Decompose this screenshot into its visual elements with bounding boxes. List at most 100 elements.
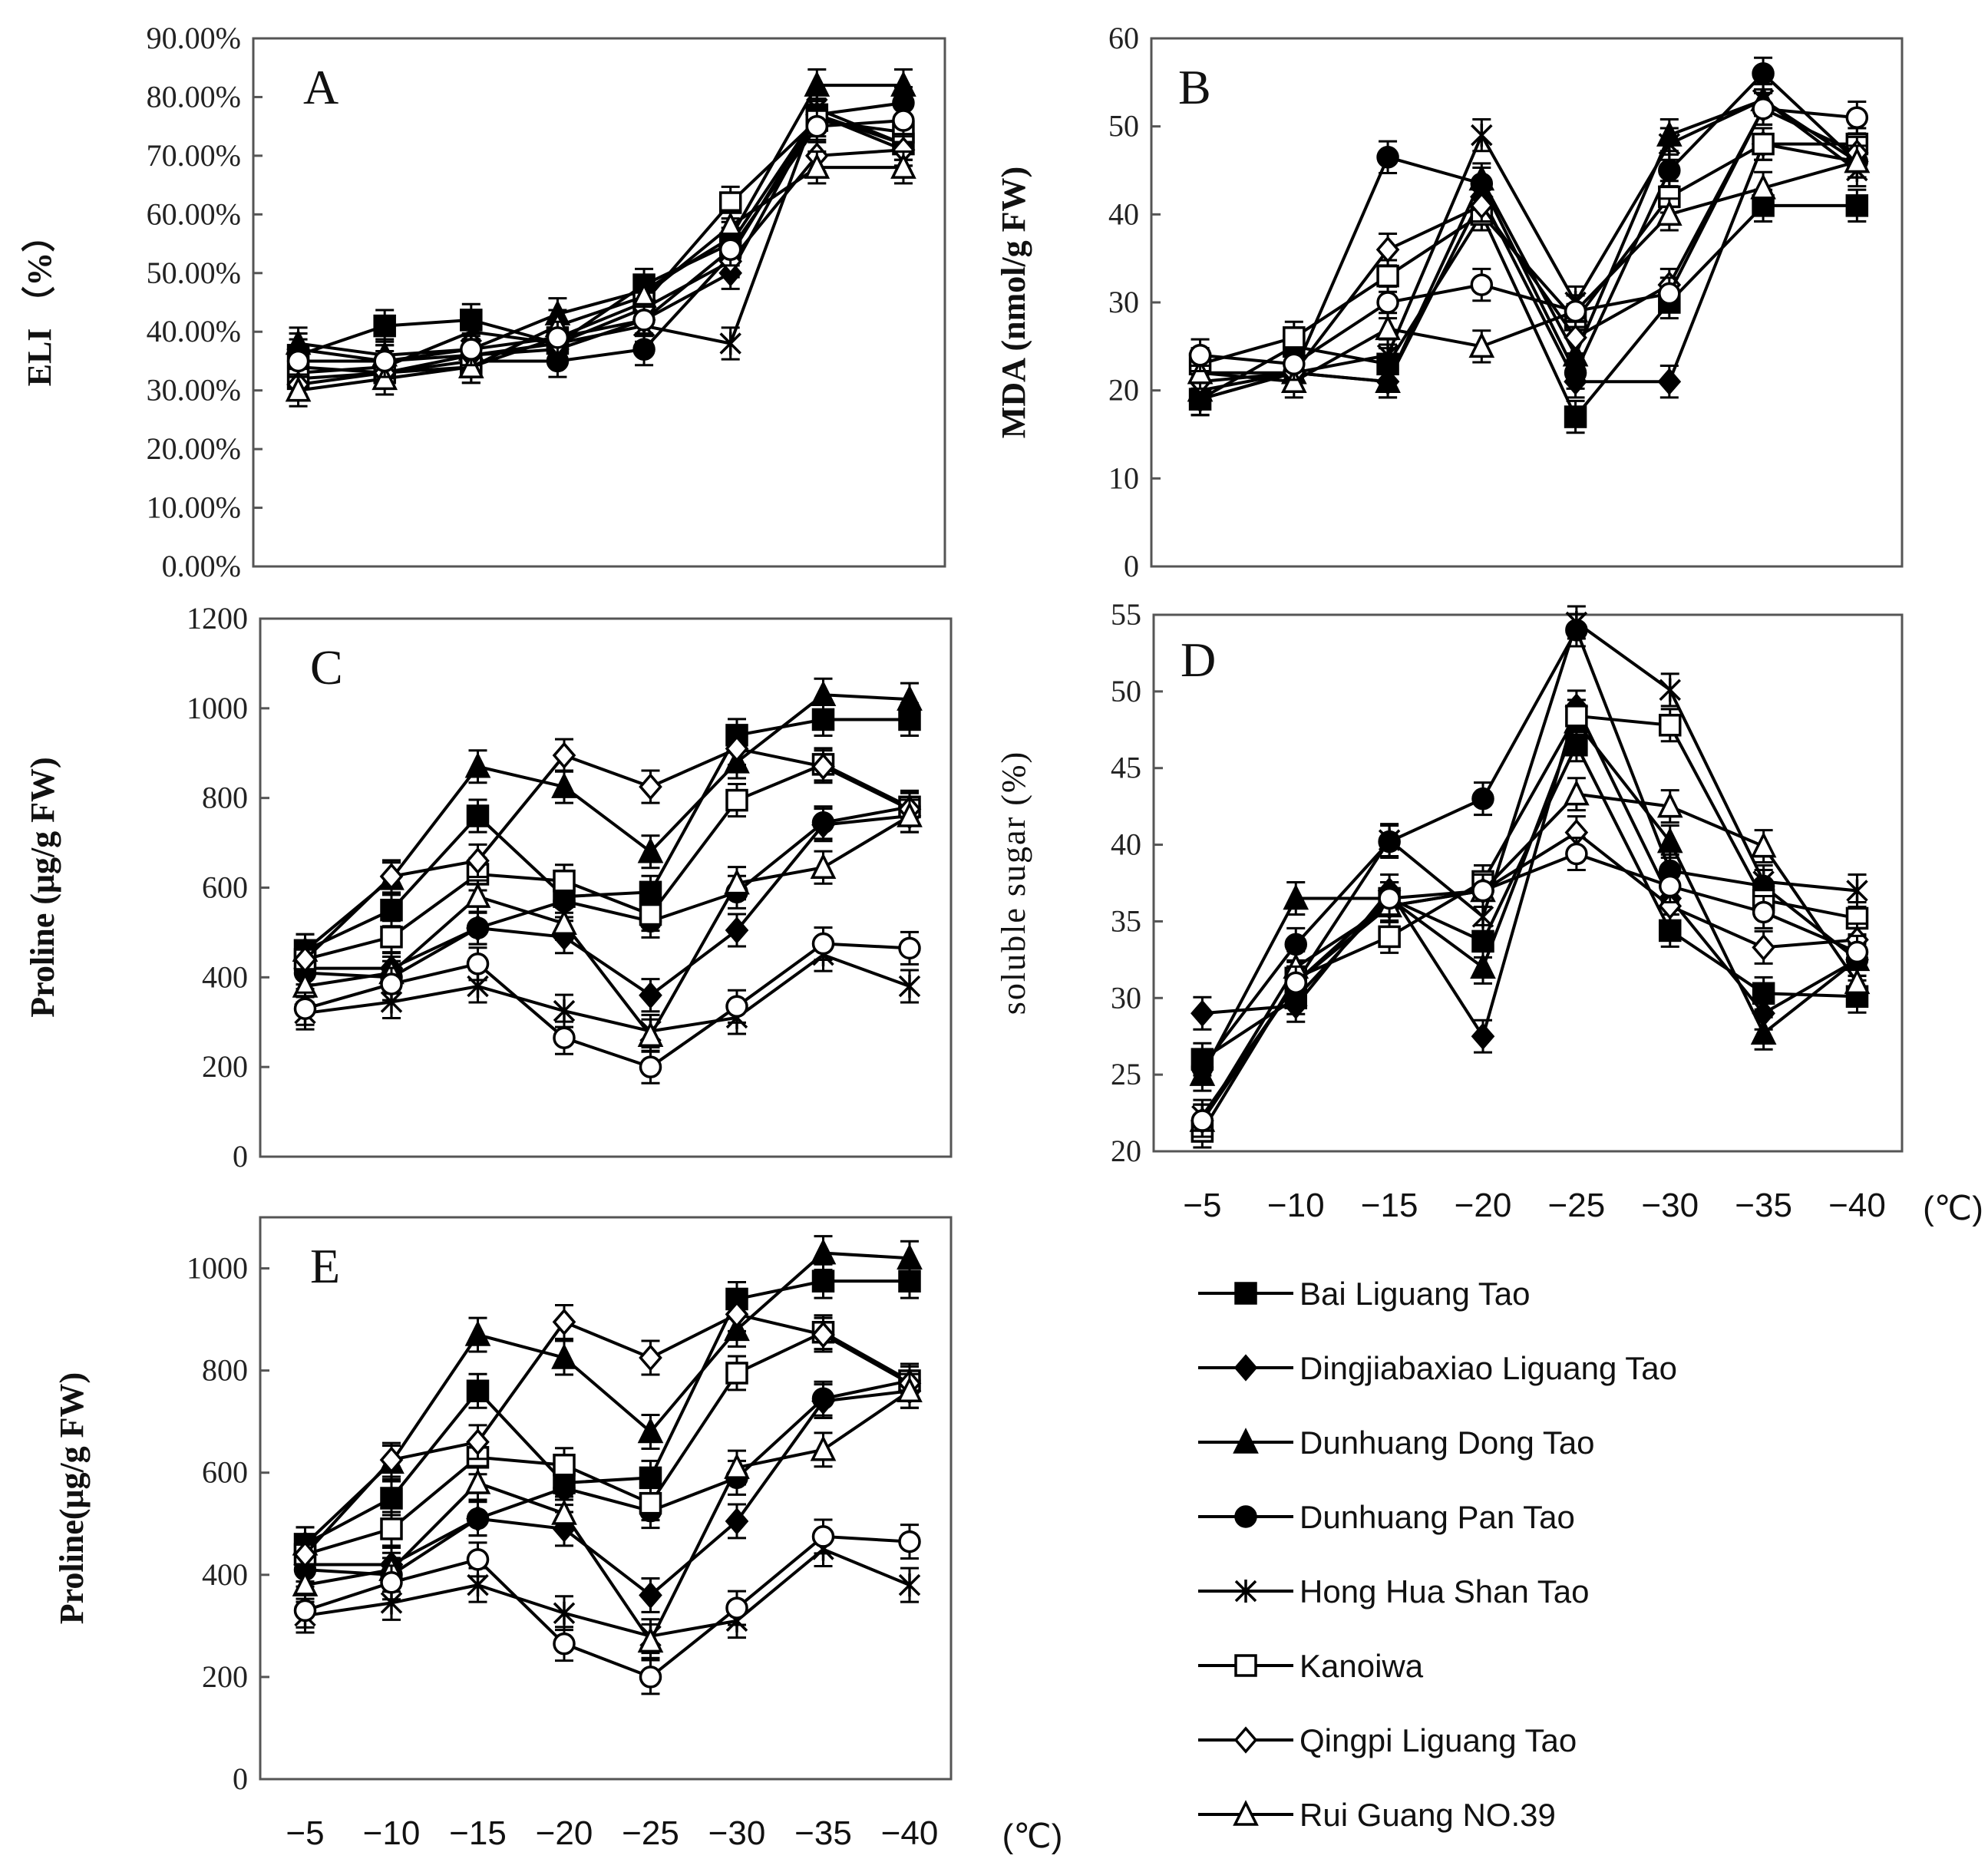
data-point xyxy=(1565,705,1588,728)
series-line xyxy=(304,1279,910,1546)
series-line xyxy=(1200,852,1858,1122)
data-point xyxy=(1657,368,1682,395)
data-point xyxy=(1845,106,1869,129)
data-point xyxy=(639,1581,662,1610)
panel-letter: A xyxy=(303,60,338,114)
y-axis-title: MDA (nmol/g FW) xyxy=(995,167,1032,438)
data-point xyxy=(464,751,491,778)
y-tick-label: 10.00% xyxy=(147,490,241,525)
y-tick-label: 200 xyxy=(202,1049,248,1084)
data-point xyxy=(1658,282,1681,305)
data-point xyxy=(632,309,656,332)
data-point xyxy=(293,997,317,1020)
y-tick-label: 45 xyxy=(1111,751,1141,785)
data-point xyxy=(1752,900,1775,924)
data-point xyxy=(811,1269,835,1293)
y-tick-label: 70.00% xyxy=(147,138,241,173)
x-tick-label: −35 xyxy=(794,1814,852,1852)
y-tick-label: 60.00% xyxy=(147,196,241,231)
series-line xyxy=(1200,718,1858,1076)
y-tick-label: 30 xyxy=(1111,980,1141,1015)
y-tick-label: 80.00% xyxy=(147,79,241,114)
data-point xyxy=(552,1308,576,1336)
y-tick-label: 40.00% xyxy=(147,314,241,348)
data-point xyxy=(379,1446,404,1474)
legend-item: Dunhuang Pan Tao xyxy=(1198,1499,1575,1535)
panel-letter: C xyxy=(310,640,343,695)
y-axis-title: ELI （%） xyxy=(21,219,58,387)
legend-label: Dingjiabaxiao Liguang Tao xyxy=(1299,1350,1677,1386)
series-line xyxy=(304,718,910,953)
series-line xyxy=(304,942,910,1069)
data-point xyxy=(553,1601,576,1625)
data-point xyxy=(1659,714,1682,737)
series-kanoiwa xyxy=(1188,127,1869,381)
data-point xyxy=(1376,146,1399,169)
data-point xyxy=(1845,194,1869,217)
series-bai-liguang-tao xyxy=(293,1263,921,1563)
data-point xyxy=(892,109,915,132)
data-point xyxy=(810,1435,837,1461)
data-point xyxy=(464,882,491,908)
data-point xyxy=(1565,842,1588,866)
y-axis-title: soluble sugar (%) xyxy=(995,751,1032,1015)
data-point xyxy=(1750,831,1777,858)
data-point xyxy=(718,238,742,261)
legend-marker xyxy=(1233,1354,1258,1382)
y-axis-title: Proline(μg/g FW) xyxy=(53,1372,91,1624)
data-point xyxy=(1564,779,1590,806)
data-point xyxy=(805,114,829,138)
data-point xyxy=(897,685,923,711)
data-point xyxy=(725,735,749,763)
x-tick-label: −15 xyxy=(1361,1187,1418,1224)
data-point xyxy=(1378,828,1401,852)
legend-item: Dunhuang Dong Tao xyxy=(1198,1425,1595,1461)
y-tick-label: 50.00% xyxy=(147,256,241,290)
y-axis-title: Proline (μg/g FW) xyxy=(24,757,61,1017)
data-point xyxy=(637,1021,664,1048)
data-point xyxy=(553,1026,576,1049)
data-point xyxy=(804,153,831,179)
legend-item: Kanoiwa xyxy=(1198,1648,1424,1684)
y-tick-label: 400 xyxy=(202,959,248,994)
data-point xyxy=(1190,1109,1214,1132)
y-tick-label: 25 xyxy=(1111,1057,1141,1091)
series-line xyxy=(304,1534,910,1679)
data-point xyxy=(460,338,483,361)
data-point xyxy=(639,1666,662,1689)
data-point xyxy=(1659,919,1682,943)
data-point xyxy=(1846,879,1868,903)
data-point xyxy=(1845,940,1869,964)
panel-b: 0 10 20 30 40 50 60 B MDA (nmol/g FW) xyxy=(995,21,1904,583)
series-unlabeled xyxy=(286,103,915,378)
legend-marker xyxy=(1234,1654,1257,1677)
y-tick-label: 30.00% xyxy=(147,373,241,408)
data-point xyxy=(1658,132,1681,156)
data-point xyxy=(1564,405,1587,428)
y-tick-label: 50 xyxy=(1111,674,1141,708)
series-line xyxy=(304,747,910,961)
data-point xyxy=(1378,925,1401,949)
data-point xyxy=(1564,361,1587,385)
data-point xyxy=(1844,147,1871,173)
data-point xyxy=(1470,273,1494,296)
data-point xyxy=(898,936,921,960)
data-point xyxy=(890,153,916,179)
data-point xyxy=(553,1453,576,1477)
y-tick-label: 20 xyxy=(1108,373,1139,408)
x-tick-label: −40 xyxy=(1828,1187,1886,1224)
data-point xyxy=(553,1632,576,1656)
series-line xyxy=(1200,626,1858,1068)
data-point xyxy=(725,1362,748,1385)
legend-label: Dunhuang Pan Tao xyxy=(1299,1499,1575,1535)
data-point xyxy=(639,903,662,926)
data-point xyxy=(285,375,312,402)
plot-frame xyxy=(259,617,953,1158)
x-tick-label: −40 xyxy=(881,1814,939,1852)
legend-label: Hong Hua Shan Tao xyxy=(1299,1573,1590,1610)
series-line xyxy=(304,1312,910,1556)
data-point xyxy=(811,753,835,781)
data-point xyxy=(1284,971,1307,995)
